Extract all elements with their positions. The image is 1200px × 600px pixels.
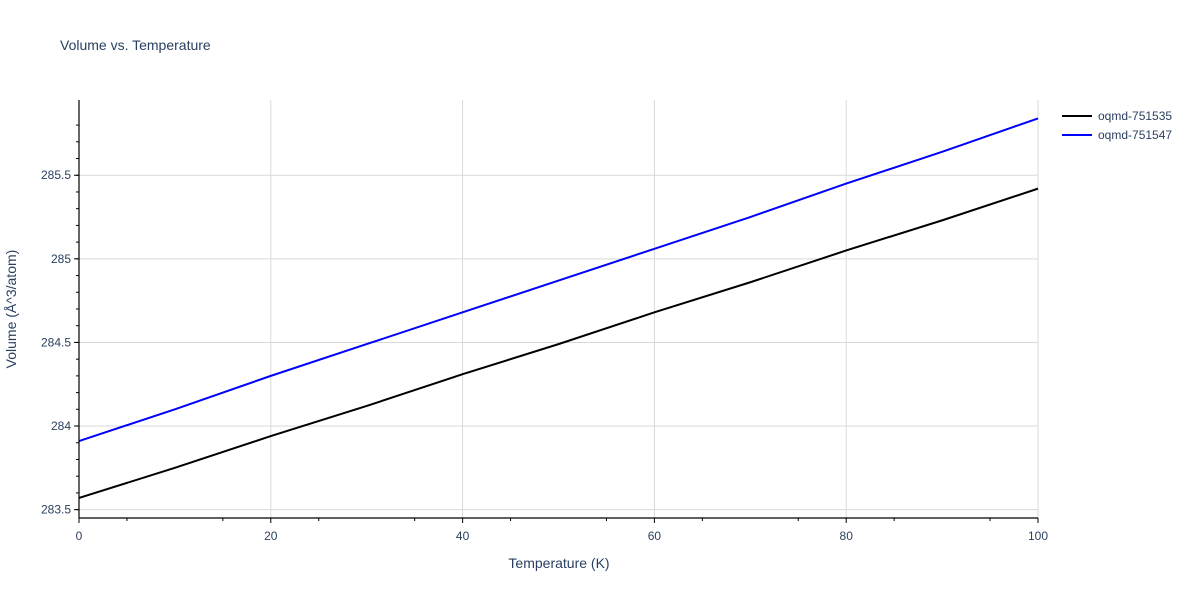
- chart-title: Volume vs. Temperature: [60, 37, 211, 53]
- x-tick-label: 80: [840, 529, 854, 543]
- legend-label-oqmd-751547: oqmd-751547: [1098, 128, 1172, 142]
- x-tick-label: 40: [456, 529, 470, 543]
- y-tick-label: 285.5: [41, 168, 71, 182]
- grid-layer: [78, 100, 1039, 518]
- series-line-oqmd-751547: [78, 117, 1039, 443]
- x-tick-label: 100: [1028, 529, 1048, 543]
- y-tick-label: 283.5: [41, 503, 71, 517]
- y-tick-label: 284.5: [41, 335, 71, 349]
- x-tick-label: 60: [648, 529, 662, 543]
- x-tick-label: 20: [264, 529, 278, 543]
- axis-layer: 0 20 40 60 80 100 283.5 284 284.5 285 285.5: [41, 100, 1048, 543]
- series-layer: [78, 117, 1039, 499]
- y-tick-label: 284: [51, 419, 71, 433]
- series-line-oqmd-751535: [78, 187, 1039, 499]
- legend: oqmd-751535 oqmd-751547: [1062, 109, 1172, 142]
- x-axis-title: Temperature (K): [508, 555, 609, 571]
- x-tick-label: 0: [76, 529, 83, 543]
- legend-label-oqmd-751535: oqmd-751535: [1098, 109, 1172, 123]
- y-axis-title: Volume (Å^3/atom): [3, 250, 19, 369]
- y-tick-label: 285: [51, 252, 71, 266]
